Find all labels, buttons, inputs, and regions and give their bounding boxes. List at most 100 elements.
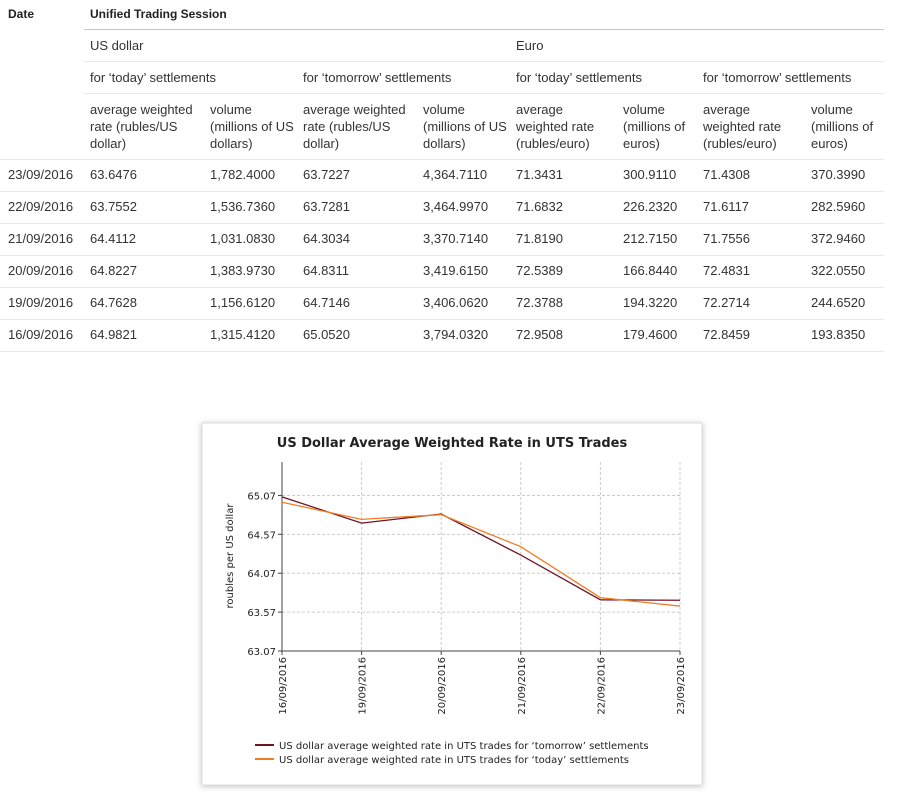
row-separator bbox=[0, 319, 884, 320]
row-separator bbox=[0, 351, 884, 352]
table-cell: 3,794.0320 bbox=[423, 327, 489, 342]
table-cell: 193.8350 bbox=[811, 327, 866, 342]
row-separator bbox=[84, 93, 884, 94]
table-cell: 300.9110 bbox=[623, 167, 677, 182]
table-cell: 71.6117 bbox=[703, 199, 750, 214]
row-separator bbox=[84, 61, 884, 62]
table-cell: 72.9508 bbox=[516, 327, 563, 342]
y-axis-label: roubles per US dollar bbox=[225, 503, 236, 609]
header-currency: US dollar bbox=[90, 38, 144, 53]
table-cell: 179.4600 bbox=[623, 327, 678, 342]
header-currency: Euro bbox=[516, 38, 544, 53]
table-cell: 282.5960 bbox=[811, 199, 866, 214]
table-cell: 72.3788 bbox=[516, 295, 563, 310]
chart-panel bbox=[201, 422, 703, 786]
table-cell: 71.8190 bbox=[516, 231, 563, 246]
row-separator bbox=[0, 223, 884, 224]
table-cell: 1,031.0830 bbox=[210, 231, 276, 246]
table-cell: 64.7628 bbox=[90, 295, 137, 310]
header-column: volume (millions of US dollars) bbox=[210, 102, 294, 151]
table-cell: 1,782.4000 bbox=[210, 167, 276, 182]
table-cell: 370.3990 bbox=[811, 167, 866, 182]
y-tick-label: 65.07 bbox=[247, 491, 276, 502]
legend-label: US dollar average weighted rate in UTS t… bbox=[279, 755, 629, 766]
table-cell: 1,383.9730 bbox=[210, 263, 276, 278]
header-column: average weighted rate (rubles/euro) bbox=[516, 102, 595, 151]
header-column: volume (millions of US dollars) bbox=[423, 102, 507, 151]
table-cell: 166.8440 bbox=[623, 263, 678, 278]
y-tick-label: 63.07 bbox=[247, 647, 276, 658]
header-settlement: for ‘tomorrow’ settlements bbox=[303, 70, 452, 85]
row-date: 22/09/2016 bbox=[8, 199, 74, 214]
series-line bbox=[281, 496, 681, 601]
table-cell: 64.8311 bbox=[303, 263, 350, 278]
row-separator bbox=[0, 287, 884, 288]
row-separator bbox=[0, 255, 884, 256]
header-settlement: for ‘today’ settlements bbox=[516, 70, 642, 85]
table-cell: 65.0520 bbox=[303, 327, 350, 342]
table-cell: 64.7146 bbox=[303, 295, 350, 310]
row-date: 23/09/2016 bbox=[8, 167, 74, 182]
row-separator bbox=[0, 159, 884, 160]
table-cell: 3,370.7140 bbox=[423, 231, 489, 246]
table-cell: 4,364.7110 bbox=[423, 167, 488, 182]
table-cell: 71.4308 bbox=[703, 167, 750, 182]
series-line bbox=[281, 501, 681, 607]
header-column: average weighted rate (rubles/US dollar) bbox=[90, 102, 193, 151]
table-cell: 63.7552 bbox=[90, 199, 137, 214]
table-cell: 244.6520 bbox=[811, 295, 866, 310]
y-tick-label: 64.07 bbox=[247, 569, 276, 580]
chart-title: US Dollar Average Weighted Rate in UTS T… bbox=[277, 436, 628, 451]
header-column: average weighted rate (rubles/US dollar) bbox=[303, 102, 406, 151]
x-tick-label: 21/09/2016 bbox=[517, 657, 528, 715]
table-cell: 72.4831 bbox=[703, 263, 750, 278]
header-settlement: for ‘tomorrow’ settlements bbox=[703, 70, 852, 85]
legend-label: US dollar average weighted rate in UTS t… bbox=[279, 741, 649, 752]
table-cell: 212.7150 bbox=[623, 231, 678, 246]
header-session: Unified Trading Session bbox=[90, 7, 227, 21]
table-cell: 72.5389 bbox=[516, 263, 563, 278]
row-date: 19/09/2016 bbox=[8, 295, 74, 310]
table-cell: 63.7227 bbox=[303, 167, 350, 182]
table-cell: 63.6476 bbox=[90, 167, 137, 182]
table-cell: 72.2714 bbox=[703, 295, 750, 310]
row-separator bbox=[84, 29, 884, 30]
table-cell: 64.4112 bbox=[90, 231, 137, 246]
row-date: 20/09/2016 bbox=[8, 263, 74, 278]
row-separator bbox=[0, 191, 884, 192]
table-cell: 63.7281 bbox=[303, 199, 350, 214]
x-tick-label: 16/09/2016 bbox=[278, 657, 289, 715]
table-cell: 1,536.7360 bbox=[210, 199, 276, 214]
table-cell: 322.0550 bbox=[811, 263, 866, 278]
row-date: 16/09/2016 bbox=[8, 327, 74, 342]
x-tick-label: 23/09/2016 bbox=[676, 657, 687, 715]
header-settlement: for ‘today’ settlements bbox=[90, 70, 216, 85]
x-tick-label: 20/09/2016 bbox=[437, 657, 448, 715]
table-cell: 64.9821 bbox=[90, 327, 137, 342]
table-cell: 64.8227 bbox=[90, 263, 137, 278]
x-tick-label: 22/09/2016 bbox=[596, 657, 607, 715]
table-cell: 1,156.6120 bbox=[210, 295, 276, 310]
table-cell: 194.3220 bbox=[623, 295, 678, 310]
table-cell: 3,419.6150 bbox=[423, 263, 489, 278]
table-cell: 71.3431 bbox=[516, 167, 563, 182]
table-cell: 71.7556 bbox=[703, 231, 750, 246]
table-cell: 64.3034 bbox=[303, 231, 350, 246]
table-cell: 372.9460 bbox=[811, 231, 866, 246]
table-cell: 226.2320 bbox=[623, 199, 678, 214]
table-cell: 1,315.4120 bbox=[210, 327, 276, 342]
x-tick-label: 19/09/2016 bbox=[358, 657, 369, 715]
header-column: volume (millions of euros) bbox=[811, 102, 874, 151]
header-column: volume (millions of euros) bbox=[623, 102, 686, 151]
y-tick-label: 63.57 bbox=[247, 608, 276, 619]
header-date: Date bbox=[8, 7, 35, 21]
table-cell: 3,464.9970 bbox=[423, 199, 489, 214]
table-cell: 71.6832 bbox=[516, 199, 563, 214]
row-date: 21/09/2016 bbox=[8, 231, 74, 246]
y-tick-label: 64.57 bbox=[247, 530, 276, 541]
header-column: average weighted rate (rubles/euro) bbox=[703, 102, 782, 151]
table-cell: 3,406.0620 bbox=[423, 295, 489, 310]
table-cell: 72.8459 bbox=[703, 327, 750, 342]
